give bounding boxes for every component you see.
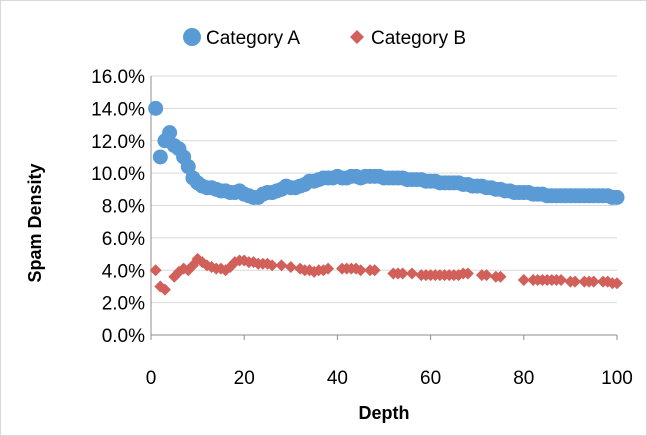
data-point-category-a [180,159,196,175]
y-tick-label: 8.0% [102,197,145,218]
y-tick-label: 6.0% [102,229,145,250]
y-tick-label: 14.0% [91,99,145,120]
y-tick-label: 12.0% [91,132,145,153]
data-point-category-b [149,264,162,277]
y-axis-title: Spam Density [25,163,45,282]
y-tick-label: 2.0% [102,294,145,315]
y-tick-label: 16.0% [91,67,145,88]
legend-marker-category-a [183,28,201,46]
y-tick-label: 10.0% [91,164,145,185]
series-category-b [149,252,623,296]
data-point-category-b [368,264,381,277]
data-point-category-b [555,273,568,286]
legend-marker-category-b [350,30,364,44]
y-tick-labels: 0.0% 2.0% 4.0% 6.0% 8.0% 10.0% 12.0% 14.0% 16.0% [91,67,145,347]
x-tick-label: 80 [513,368,534,389]
data-point-category-b [480,269,493,282]
axes [150,76,618,340]
data-point-category-a [152,149,168,165]
x-tick-labels: 0 20 40 60 80 100 [146,368,633,389]
data-point-category-b [266,259,279,272]
data-point-category-b [284,261,297,274]
series-layer [148,100,625,296]
data-point-category-b [405,267,418,280]
data-point-category-b [275,259,288,272]
y-tick-label: 0.0% [102,326,145,347]
data-point-category-a [609,189,625,205]
x-tick-label: 60 [420,368,441,389]
x-axis-title: Depth [359,403,410,423]
legend-label-category-b: Category B [371,28,466,49]
series-category-a [148,100,625,205]
legend: Category A Category B [183,28,466,49]
x-tick-label: 100 [601,368,633,389]
data-point-category-a [162,125,178,141]
x-tick-label: 0 [146,368,157,389]
data-point-category-b [158,283,171,296]
y-tick-label: 4.0% [102,261,145,282]
data-point-category-b [461,267,474,280]
data-point-category-b [611,277,623,290]
data-point-category-b [587,275,600,288]
legend-label-category-a: Category A [206,28,300,49]
data-point-category-b [494,270,507,283]
data-point-category-b [569,275,582,288]
data-point-category-b [396,267,409,280]
data-point-category-b [354,264,367,277]
data-point-category-a [148,100,164,116]
data-point-category-b [517,273,530,286]
data-point-category-b [322,262,335,275]
x-tick-label: 40 [327,368,348,389]
x-tick-label: 20 [234,368,255,389]
